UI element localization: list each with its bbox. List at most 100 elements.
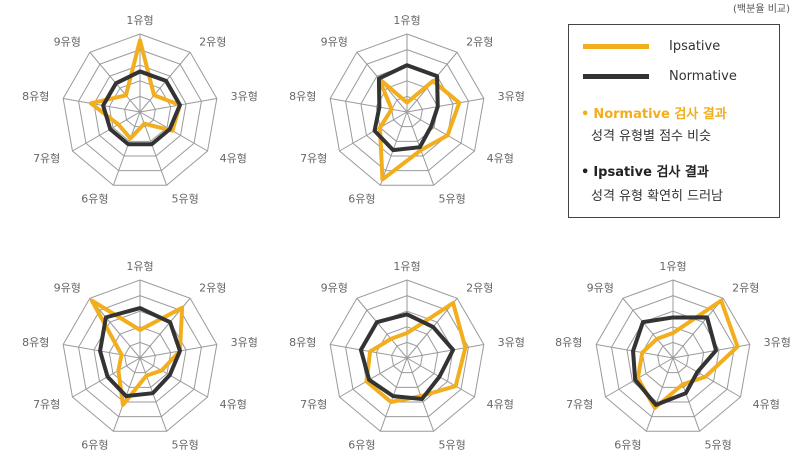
category-label: 8유형 bbox=[555, 336, 582, 349]
category-label: 4유형 bbox=[487, 152, 514, 165]
category-label: 4유형 bbox=[753, 398, 780, 411]
ipsative-label: Ipsative bbox=[669, 39, 721, 54]
category-label: 3유형 bbox=[498, 90, 525, 103]
radar-chart-3: 1유형 2유형 3유형 4유형 5유형 6유형 7유형 8유형 9유형 bbox=[22, 260, 258, 451]
category-label: 3유형 bbox=[231, 336, 258, 349]
legend-normative: Normative bbox=[583, 69, 737, 84]
category-label: 1유형 bbox=[126, 14, 153, 27]
category-label: 5유형 bbox=[438, 192, 465, 205]
category-label: 3유형 bbox=[231, 90, 258, 103]
category-label: 7유형 bbox=[566, 398, 593, 411]
ipsative-series-line bbox=[376, 76, 462, 182]
grid-ring bbox=[78, 49, 202, 172]
category-label: 5유형 bbox=[438, 438, 465, 451]
category-label: 1유형 bbox=[659, 260, 686, 273]
grid-spoke bbox=[72, 111, 141, 152]
category-label: 2유형 bbox=[466, 282, 493, 295]
grid-ring bbox=[329, 279, 485, 432]
category-label: 2유형 bbox=[199, 36, 226, 49]
normative-label: Normative bbox=[669, 69, 737, 84]
category-label: 9유형 bbox=[54, 36, 81, 49]
radar-chart-2: 1유형 2유형 3유형 4유형 5유형 6유형 7유형 8유형 9유형 bbox=[289, 14, 525, 205]
ipsative-result-title: • Ipsative 검사 결과 bbox=[581, 161, 709, 180]
percent-comparison-note: (백분율 비교) bbox=[733, 4, 790, 15]
grid-ring bbox=[124, 341, 156, 374]
bullet-dot: • bbox=[581, 165, 590, 180]
grid-ring bbox=[62, 279, 218, 432]
category-label: 8유형 bbox=[22, 90, 49, 103]
category-label: 9유형 bbox=[321, 282, 348, 295]
grid-ring bbox=[595, 279, 751, 432]
grid-ring bbox=[375, 80, 439, 142]
grid-spoke bbox=[622, 297, 674, 359]
grid-ring bbox=[391, 341, 423, 374]
grid-ring bbox=[345, 295, 469, 418]
grid-spoke bbox=[112, 111, 141, 186]
category-label: 6유형 bbox=[81, 438, 108, 451]
normative-swatch bbox=[583, 74, 649, 79]
ipsative-result-desc: 성격 유형 확연히 드러남 bbox=[591, 189, 723, 204]
category-label: 6유형 bbox=[348, 192, 375, 205]
bullet-dot: • bbox=[581, 107, 590, 122]
category-label: 9유형 bbox=[321, 36, 348, 49]
category-label: 7유형 bbox=[300, 398, 327, 411]
category-label: 3유형 bbox=[498, 336, 525, 349]
legend-box: Ipsative Normative • Normative 검사 결과 성격 유… bbox=[568, 24, 780, 218]
category-label: 6유형 bbox=[81, 192, 108, 205]
grid-spoke bbox=[672, 297, 724, 359]
ipsative-swatch bbox=[583, 44, 649, 49]
category-label: 8유형 bbox=[22, 336, 49, 349]
category-label: 7유형 bbox=[33, 152, 60, 165]
normative-series-line bbox=[372, 63, 440, 153]
category-label: 5유형 bbox=[171, 192, 198, 205]
ipsative-series-line bbox=[635, 298, 740, 410]
grid-ring bbox=[641, 326, 705, 388]
category-label: 3유형 bbox=[764, 336, 791, 349]
grid-spoke bbox=[330, 97, 408, 113]
category-label: 5유형 bbox=[704, 438, 731, 451]
normative-series-line bbox=[631, 315, 719, 407]
grid-ring bbox=[93, 64, 187, 157]
category-label: 2유형 bbox=[466, 36, 493, 49]
legend-ipsative: Ipsative bbox=[583, 39, 720, 54]
category-label: 4유형 bbox=[487, 398, 514, 411]
ipsative-result-title-text: Ipsative 검사 결과 bbox=[593, 165, 709, 180]
normative-series-line bbox=[101, 69, 182, 147]
category-label: 8유형 bbox=[289, 336, 316, 349]
category-label: 6유형 bbox=[614, 438, 641, 451]
category-label: 7유형 bbox=[33, 398, 60, 411]
category-label: 1유형 bbox=[126, 260, 153, 273]
radar-chart-4: 1유형 2유형 3유형 4유형 5유형 6유형 7유형 8유형 9유형 bbox=[289, 260, 525, 451]
category-label: 5유형 bbox=[171, 438, 198, 451]
grid-spoke bbox=[406, 97, 484, 113]
grid-ring bbox=[657, 341, 689, 374]
grid-spoke bbox=[406, 343, 484, 359]
normative-result-title: • Normative 검사 결과 bbox=[581, 103, 727, 122]
grid-spoke bbox=[339, 357, 408, 398]
category-label: 9유형 bbox=[54, 282, 81, 295]
category-label: 9유형 bbox=[587, 282, 614, 295]
radar-chart-1: 1유형 2유형 3유형 4유형 5유형 6유형 7유형 8유형 9유형 bbox=[22, 14, 258, 205]
grid-spoke bbox=[645, 357, 674, 432]
category-label: 1유형 bbox=[393, 14, 420, 27]
grid-spoke bbox=[139, 357, 208, 398]
grid-spoke bbox=[406, 111, 475, 152]
category-label: 2유형 bbox=[732, 282, 759, 295]
normative-result-title-text: Normative 검사 결과 bbox=[593, 107, 727, 122]
grid-ring bbox=[345, 49, 469, 172]
grid-ring bbox=[329, 33, 485, 186]
category-label: 8유형 bbox=[289, 90, 316, 103]
normative-result-desc: 성격 유형별 점수 비슷 bbox=[591, 129, 712, 144]
category-label: 4유형 bbox=[220, 152, 247, 165]
category-label: 2유형 bbox=[199, 282, 226, 295]
grid-spoke bbox=[356, 297, 408, 359]
grid-ring bbox=[62, 33, 218, 186]
category-label: 7유형 bbox=[300, 152, 327, 165]
normative-series-line bbox=[358, 312, 456, 402]
category-label: 1유형 bbox=[393, 260, 420, 273]
radar-chart-5: 1유형 2유형 3유형 4유형 5유형 6유형 7유형 8유형 9유형 bbox=[555, 260, 791, 451]
grid-ring bbox=[611, 295, 735, 418]
normative-series-line bbox=[98, 306, 182, 399]
category-label: 4유형 bbox=[220, 398, 247, 411]
